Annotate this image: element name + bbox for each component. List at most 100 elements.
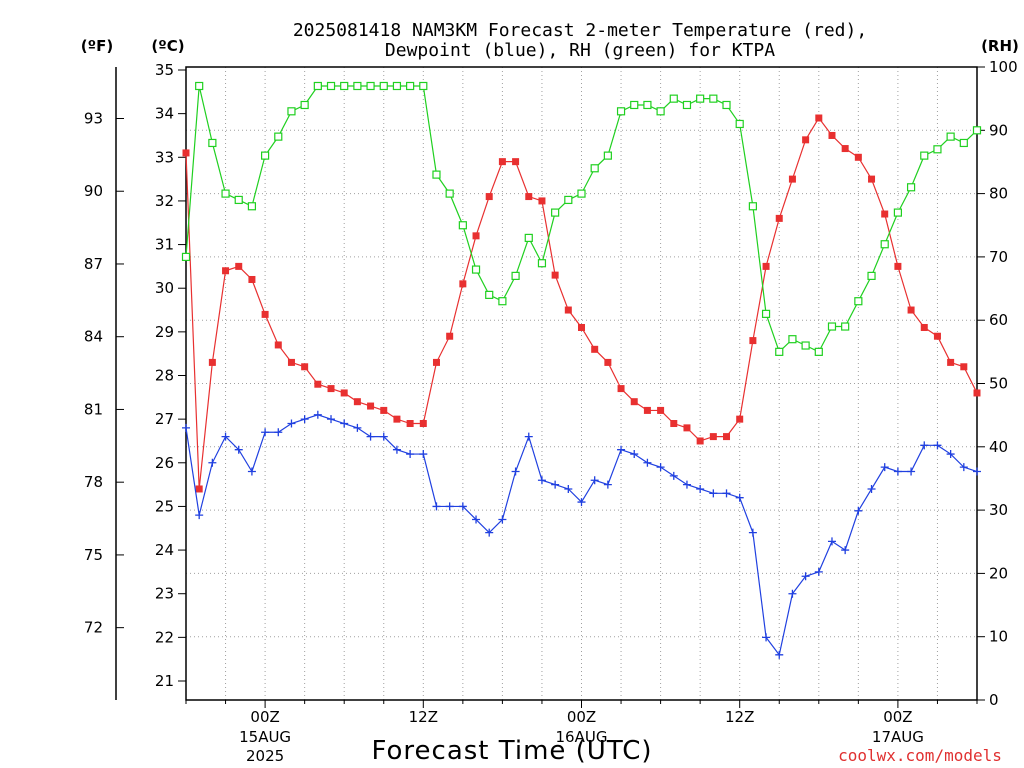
temperature-point (432, 358, 440, 366)
temperature-point (287, 358, 295, 366)
celsius-tick-label: 32 (155, 192, 174, 210)
grid-lines (186, 67, 977, 700)
dewpoint-point (221, 432, 230, 441)
dewpoint-point (669, 471, 678, 480)
rh-tick-label: 100 (989, 58, 1018, 76)
rh-point (656, 107, 665, 116)
temperature-point (208, 358, 216, 366)
temperature-point (591, 345, 599, 353)
rh-point (195, 81, 204, 91)
temperature-point (222, 267, 230, 275)
rh-point (353, 81, 362, 91)
temperature-point (630, 398, 638, 406)
dewpoint-point (801, 572, 810, 581)
fahrenheit-tick-label: 78 (84, 473, 103, 491)
fahrenheit-tick-label: 84 (84, 328, 103, 346)
dewpoint-point (867, 484, 876, 493)
temperature-point (261, 310, 269, 318)
dewpoint-point (432, 502, 441, 511)
dewpoint-point (485, 528, 494, 537)
dewpoint-point (300, 415, 309, 424)
dewpoint-point (933, 441, 942, 450)
dewpoint-point (762, 633, 771, 642)
celsius-unit-label: (ºC) (151, 37, 184, 55)
temperature-point (367, 402, 375, 410)
rh-point (827, 322, 837, 331)
rh-point (972, 126, 982, 135)
celsius-tick-label: 27 (155, 410, 174, 428)
x-tick-label-time: 00Z (883, 708, 912, 726)
credit-text: coolwx.com/models (838, 746, 1002, 765)
rh-unit-label: (RH) (981, 37, 1019, 55)
rh-point (300, 100, 309, 110)
temperature-point (314, 380, 322, 388)
dewpoint-point (709, 489, 718, 498)
x-tick-label-date: 16AUG (556, 728, 608, 746)
dewpoint-point (313, 410, 322, 419)
dewpoint-point (472, 515, 481, 524)
fahrenheit-tick-label: 93 (84, 109, 103, 127)
temperature-point (854, 153, 862, 161)
rh-tick-label: 20 (989, 564, 1008, 582)
dewpoint-point (814, 567, 823, 576)
dewpoint-point (340, 419, 349, 428)
dewpoint-point (511, 467, 520, 476)
temperature-point (393, 415, 401, 423)
dewpoint-point (327, 415, 336, 424)
rh-point (880, 240, 889, 249)
dewpoint-point (551, 480, 560, 489)
temperature-point (788, 175, 796, 183)
temperature-point (802, 136, 810, 144)
rh-point (920, 151, 929, 160)
rh-point (590, 164, 599, 173)
rh-point (801, 341, 810, 350)
temperature-point (868, 175, 876, 183)
temperature-point (683, 424, 691, 432)
x-tick-label-date: 15AUG (239, 728, 291, 746)
temperature-point (551, 271, 559, 279)
dewpoint-point (696, 484, 705, 493)
temperature-point (973, 389, 981, 397)
celsius-tick-label: 35 (155, 61, 174, 79)
temperature-point (723, 433, 731, 441)
dewpoint-point (445, 502, 454, 511)
celsius-tick-label: 34 (155, 105, 174, 123)
rh-point (906, 183, 916, 192)
rh-point (247, 202, 257, 211)
rh-point (959, 138, 968, 148)
dewpoint-point (920, 441, 929, 450)
temperature-point (419, 420, 427, 428)
dewpoint-point (946, 450, 955, 459)
temperature-point (485, 193, 493, 201)
dewpoint-point (458, 502, 467, 511)
celsius-tick-label: 23 (155, 585, 174, 603)
rh-point (735, 119, 744, 129)
rh-point (616, 107, 626, 116)
dewpoint-point (564, 484, 573, 493)
dewpoint-point (353, 423, 362, 432)
rh-point (643, 100, 652, 110)
dewpoint-point (682, 480, 691, 489)
fahrenheit-tick-label: 75 (84, 546, 103, 564)
temperature-point (604, 358, 612, 366)
temperature-point (894, 262, 902, 270)
dewpoint-point (537, 476, 546, 485)
rh-point (788, 335, 797, 344)
rh-tick-label: 60 (989, 311, 1008, 329)
x-axis-label: Forecast Time (UTC) (371, 736, 652, 766)
x-tick-label-time: 12Z (725, 708, 754, 726)
temperature-point (340, 389, 348, 397)
celsius-tick-label: 24 (155, 541, 174, 559)
rh-tick-label: 90 (989, 121, 1008, 139)
dewpoint-point (182, 423, 190, 432)
temperature-point (709, 433, 717, 441)
rh-point (748, 202, 757, 211)
rh-point (234, 195, 243, 205)
temperature-point (775, 214, 783, 222)
celsius-tick-label: 25 (155, 497, 174, 515)
dewpoint-point (577, 498, 586, 507)
rh-point (340, 81, 349, 91)
dewpoint-point (788, 589, 797, 598)
rh-point (775, 347, 784, 356)
temperature-point (736, 415, 744, 423)
